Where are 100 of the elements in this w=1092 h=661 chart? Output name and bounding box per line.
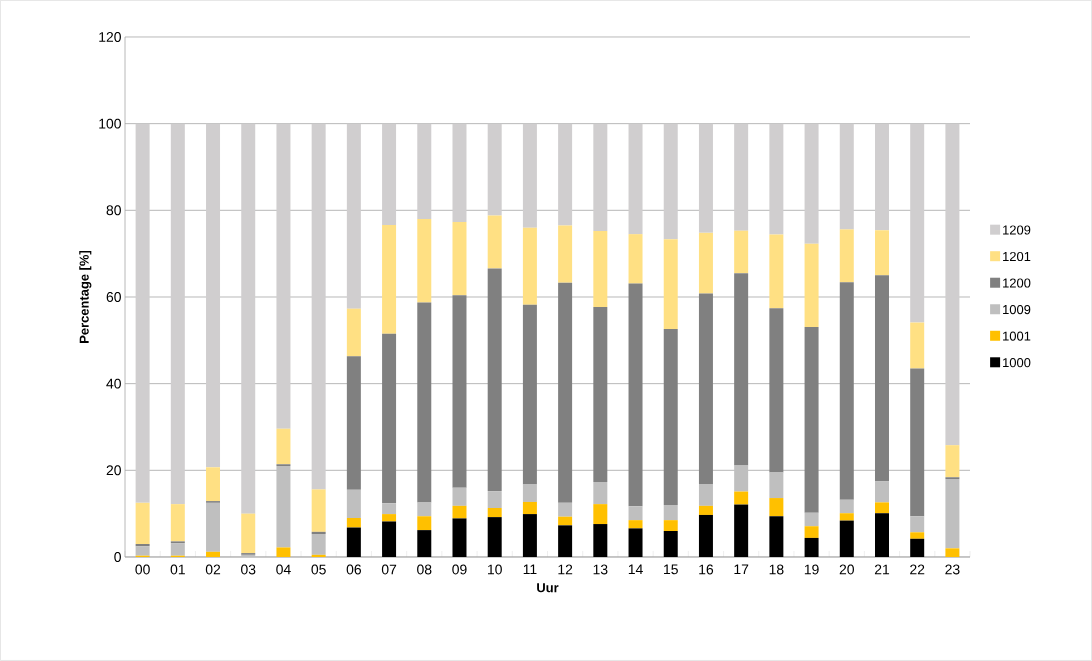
bar [593,123,608,232]
bar [839,229,854,283]
bar [452,295,467,488]
x-tick-label: 07 [381,564,397,575]
bar [382,521,397,557]
bar [346,308,361,357]
bar [417,516,432,531]
x-tick-label: 11 [523,564,537,575]
bar [698,232,713,294]
bar [663,530,678,557]
bar [593,524,608,557]
bar [874,513,889,557]
x-tick-label: 16 [699,564,714,575]
bar [206,467,221,502]
bar [558,123,573,226]
bar [558,516,573,526]
x-tick-label: 00 [135,564,150,575]
bar [276,428,291,465]
bar [698,293,713,485]
bar [874,481,889,503]
bar [910,538,925,557]
bar [769,472,784,499]
bar [628,123,643,235]
bar [910,322,925,369]
bar [558,502,573,517]
bar [452,123,467,223]
bar [945,478,960,549]
bar [628,283,643,507]
bar [663,329,678,505]
bar [874,230,889,276]
bar [769,234,784,309]
x-tick-label: 08 [417,564,432,575]
bar [135,123,150,503]
bar [135,546,150,556]
bar [487,517,502,557]
bar [804,326,819,513]
bar [698,484,713,506]
bar [276,123,291,429]
bar [804,512,819,527]
bar [628,528,643,557]
bar [698,514,713,557]
bar [698,123,713,233]
bar [734,491,749,505]
bar [769,308,784,473]
bar [910,123,925,323]
x-tick-label: 01 [170,564,185,575]
x-tick-label: 06 [346,564,361,575]
bar [487,491,502,509]
bar [593,231,608,307]
bar [311,123,326,490]
bar [910,532,925,539]
bar [558,282,573,503]
bar [769,498,784,517]
bar [522,304,537,485]
bar [346,527,361,557]
x-tick-label: 09 [452,564,467,575]
bar [558,225,573,283]
bar [910,516,925,533]
x-tick-label: 02 [205,564,221,575]
bar [170,543,185,556]
bar [945,123,960,446]
legend-label: 1009 [1003,304,1031,315]
bar [170,504,185,542]
bar [558,525,573,557]
bar [839,123,854,230]
bar [628,520,643,529]
bar [206,502,221,552]
y-tick-label: 20 [106,465,121,476]
bar [839,282,854,500]
bar [522,514,537,557]
bar [663,123,678,240]
y-tick-label: 120 [99,32,121,42]
bar [311,554,326,557]
legend-label: 1201 [1003,251,1031,262]
x-axis-title: Uur [537,583,559,593]
y-tick-label: 0 [114,552,121,562]
bar [417,123,432,219]
bar [734,465,749,492]
bar [346,123,361,309]
legend-label: 1000 [1003,358,1031,368]
x-tick-label: 04 [276,564,291,575]
bar [382,514,397,522]
x-tick-label: 12 [558,564,573,575]
bar [663,504,678,521]
bar [311,489,326,532]
x-tick-label: 05 [311,564,326,575]
bar [663,520,678,531]
x-tick-label: 21 [874,564,890,575]
bar [382,123,397,226]
bar [487,268,502,492]
x-tick-label: 19 [804,564,819,575]
bar [135,502,150,544]
bar [276,547,291,557]
bar [910,368,925,517]
bar [452,487,467,506]
bar [170,123,185,505]
bar [311,534,326,555]
bar [628,234,643,284]
bar [734,273,749,466]
bar [804,537,819,557]
